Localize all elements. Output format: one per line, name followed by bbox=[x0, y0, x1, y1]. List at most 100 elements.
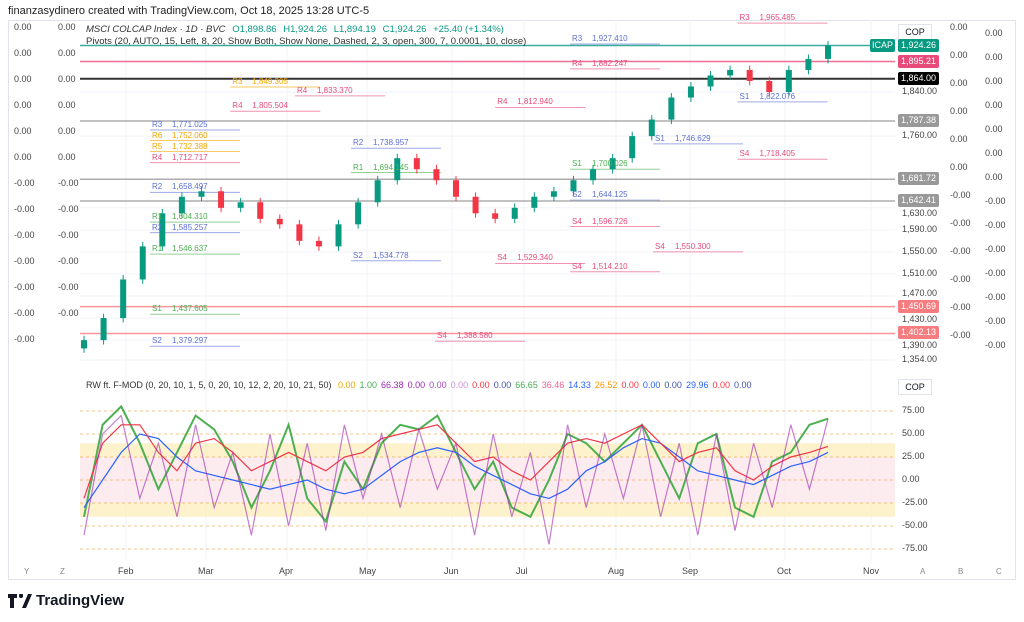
pivot-value: 1,771.025 bbox=[172, 120, 208, 130]
oscillator-value: 29.96 bbox=[685, 380, 709, 390]
left-axis-value: 0.00 bbox=[58, 126, 76, 136]
pivot-tag: S2 bbox=[572, 190, 582, 200]
left-axis-value: -0.00 bbox=[14, 256, 35, 266]
candle-body bbox=[100, 318, 107, 341]
left-axis-value: 0.00 bbox=[14, 74, 32, 84]
right-axis-value: 0.00 bbox=[985, 172, 1003, 182]
pivot-value: 1,550.300 bbox=[675, 241, 711, 251]
right-axis-value: 0.00 bbox=[950, 50, 968, 60]
left-axis-value: -0.00 bbox=[14, 230, 35, 240]
pivot-tag: S4 bbox=[655, 241, 665, 251]
osc-series-purple bbox=[83, 414, 829, 545]
chart-frame[interactable] bbox=[8, 20, 1016, 580]
left-axis-value: -0.00 bbox=[14, 334, 35, 344]
candle-body bbox=[648, 119, 655, 137]
candle-body bbox=[727, 69, 734, 76]
candle-body bbox=[198, 191, 205, 197]
pivot-tag: R3 bbox=[232, 77, 243, 87]
candle-body bbox=[257, 202, 264, 219]
oscillator-value: 0.00 bbox=[472, 380, 490, 390]
low-value: L1,894.19 bbox=[333, 24, 376, 35]
osc-y-tick-label: -25.00 bbox=[902, 497, 928, 507]
right-axis-value: -0.00 bbox=[985, 244, 1006, 254]
open-value: O1,898.86 bbox=[232, 24, 277, 35]
pivot-tag: S1 bbox=[572, 159, 582, 169]
chart-credit: finanzasydinero created with TradingView… bbox=[8, 5, 370, 17]
symbol-tag: ICAP bbox=[870, 38, 896, 52]
x-tick-label: Aug bbox=[608, 566, 625, 576]
axis-scale-button[interactable]: Z bbox=[60, 567, 65, 576]
candle-body bbox=[511, 207, 518, 219]
oscillator-value: 0.00 bbox=[429, 380, 447, 390]
pivot-value: 1,529.340 bbox=[517, 253, 553, 263]
y-tick-label: 1,354.00 bbox=[902, 353, 938, 364]
candle-body bbox=[687, 86, 694, 98]
x-tick-label: Apr bbox=[279, 566, 294, 576]
pivot-tag: R2 bbox=[152, 222, 163, 232]
price-label: 1,681.72 bbox=[898, 172, 940, 186]
pivot-value: 1,738.957 bbox=[373, 138, 409, 148]
left-axis-value: 0.00 bbox=[58, 100, 76, 110]
candle-body bbox=[413, 158, 420, 170]
candle-body bbox=[570, 180, 577, 192]
price-label: 1,924.26 bbox=[898, 38, 940, 52]
axis-scale-button[interactable]: C bbox=[996, 567, 1002, 576]
oscillator-value: 36.46 bbox=[541, 380, 565, 390]
pivot-tag: R3 bbox=[152, 120, 163, 130]
axis-scale-button[interactable]: Y bbox=[24, 567, 30, 576]
pivot-tag: S1 bbox=[655, 133, 665, 143]
left-axis-value: -0.00 bbox=[14, 282, 35, 292]
pivot-tag: R6 bbox=[152, 130, 163, 140]
left-axis-value: -0.00 bbox=[58, 230, 79, 240]
x-tick-label: Jul bbox=[516, 566, 528, 576]
tradingview-logo[interactable]: TradingView bbox=[8, 592, 124, 609]
currency-label-oscillator[interactable]: COP bbox=[898, 379, 932, 395]
right-axis-value: 0.00 bbox=[985, 124, 1003, 134]
pivot-tag: S4 bbox=[739, 149, 750, 159]
price-label: 1,642.41 bbox=[898, 193, 940, 207]
candle-body bbox=[766, 80, 773, 92]
symbol-legend[interactable]: MSCI COLCAP Index · 1D · BVC O1,898.86 H… bbox=[86, 24, 504, 35]
pivot-value: 1,805.504 bbox=[252, 101, 288, 111]
pivot-value: 1,585.257 bbox=[172, 222, 208, 232]
right-axis-value: 0.00 bbox=[950, 78, 968, 88]
pivot-tag: S4 bbox=[497, 253, 507, 263]
oscillator-legend[interactable]: RW ft. F-MOD (0, 20, 10, 1, 5, 0, 20, 10… bbox=[86, 380, 752, 390]
pivots-legend[interactable]: Pivots (20, AUTO, 15, Left, 8, 20, Show … bbox=[86, 36, 527, 47]
osc-y-tick-label: 25.00 bbox=[902, 451, 925, 461]
x-tick-label: Feb bbox=[118, 566, 134, 576]
candle-body bbox=[825, 45, 831, 59]
right-axis-value: 0.00 bbox=[950, 162, 968, 172]
oscillator-value: 66.38 bbox=[381, 380, 404, 390]
axis-scale-button[interactable]: B bbox=[958, 567, 964, 576]
y-tick-label: 1,470.00 bbox=[902, 287, 938, 298]
pivot-value: 1,437.605 bbox=[172, 304, 208, 314]
currency-label[interactable]: COP bbox=[898, 24, 932, 40]
close-value: C1,924.26 bbox=[382, 24, 427, 35]
pivot-tag: R1 bbox=[152, 244, 163, 254]
right-axis-value: -0.00 bbox=[985, 340, 1006, 350]
oscillator-name[interactable]: RW ft. F-MOD (0, 20, 10, 1, 5, 0, 20, 10… bbox=[86, 380, 332, 390]
y-tick-label: 1,840.00 bbox=[902, 86, 938, 96]
x-tick-label: Mar bbox=[198, 566, 214, 576]
oscillator-value: 0.00 bbox=[621, 380, 639, 390]
left-axis-value: 0.00 bbox=[58, 48, 76, 58]
oscillator-value: 1.00 bbox=[359, 380, 378, 390]
x-tick-label: Jun bbox=[444, 566, 459, 576]
axis-scale-button[interactable]: A bbox=[920, 567, 926, 576]
symbol-name[interactable]: MSCI COLCAP Index · 1D · BVC bbox=[86, 24, 226, 35]
pivot-value: 1,712.717 bbox=[172, 152, 208, 162]
pivot-value: 1,604.310 bbox=[172, 212, 208, 222]
pivot-tag: R4 bbox=[152, 152, 163, 162]
pivot-value: 1,849.305 bbox=[252, 77, 288, 87]
y-tick-label: 1,510.00 bbox=[902, 267, 938, 278]
left-axis-value: 0.00 bbox=[14, 152, 32, 162]
right-axis-value: -0.00 bbox=[950, 218, 971, 228]
pivot-value: 1,732.388 bbox=[172, 141, 208, 151]
oscillator-value: 0.00 bbox=[642, 380, 661, 390]
candle-body bbox=[276, 218, 283, 225]
candle-body bbox=[394, 158, 401, 181]
pivot-tag: S2 bbox=[353, 250, 363, 260]
right-axis-value: 0.00 bbox=[985, 52, 1003, 62]
